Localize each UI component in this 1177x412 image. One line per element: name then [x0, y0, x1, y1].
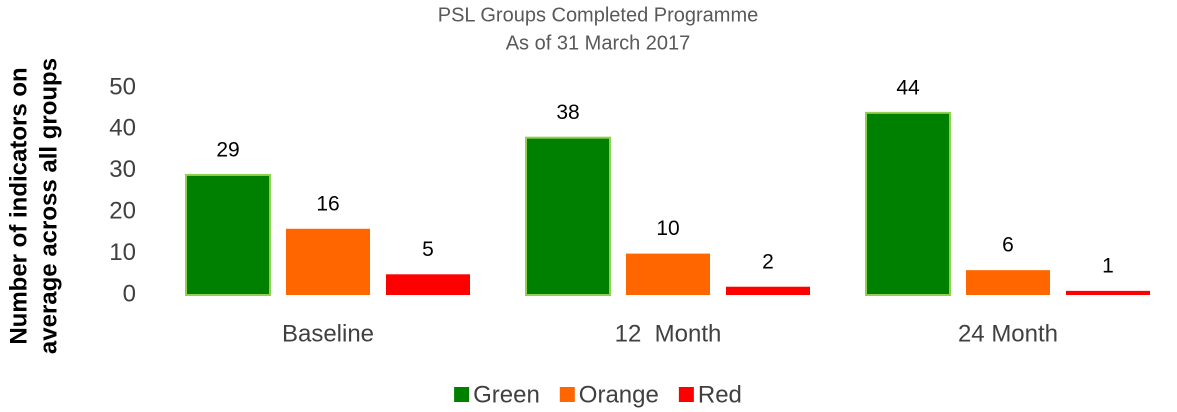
y-tick-label: 50 [109, 73, 136, 100]
bar [966, 270, 1050, 295]
legend-swatch [559, 387, 575, 402]
y-tick-label: 20 [109, 198, 136, 225]
data-label: 10 [656, 217, 679, 240]
legend-swatch [678, 387, 694, 402]
data-label: 16 [316, 192, 339, 215]
y-axis-label-line: average across all groups [35, 58, 62, 354]
y-axis-label: Number of indicators on average across a… [5, 58, 62, 354]
data-label: 5 [422, 238, 434, 261]
y-tick-label: 0 [123, 280, 136, 307]
y-axis-label-line: Number of indicators on [5, 67, 32, 344]
bar [626, 253, 710, 295]
x-tick-label: 24 Month [958, 320, 1058, 347]
chart-title: PSL Groups Completed Programme [438, 4, 759, 26]
data-label: 6 [1002, 234, 1014, 257]
y-tick-label: 10 [109, 239, 136, 266]
data-label: 1 [1102, 254, 1114, 277]
x-tick-label: Baseline [282, 320, 374, 347]
chart-subtitle: As of 31 March 2017 [506, 32, 691, 54]
data-label: 38 [556, 101, 579, 124]
bar [1066, 290, 1150, 295]
bar [286, 228, 370, 295]
bar [386, 274, 470, 295]
y-tick-label: 40 [109, 115, 136, 142]
bar [865, 111, 951, 296]
data-label: 29 [216, 138, 239, 161]
bar [525, 136, 611, 296]
legend-label: Green [473, 381, 540, 408]
bar [726, 286, 810, 295]
y-tick-label: 30 [109, 156, 136, 183]
x-tick-label: 12 Month [615, 320, 722, 347]
data-label: 44 [896, 76, 920, 99]
legend-swatch [454, 387, 470, 402]
bar [185, 173, 271, 296]
data-label: 2 [762, 250, 774, 273]
legend-label: Red [698, 381, 742, 408]
legend-label: Orange [579, 381, 659, 408]
